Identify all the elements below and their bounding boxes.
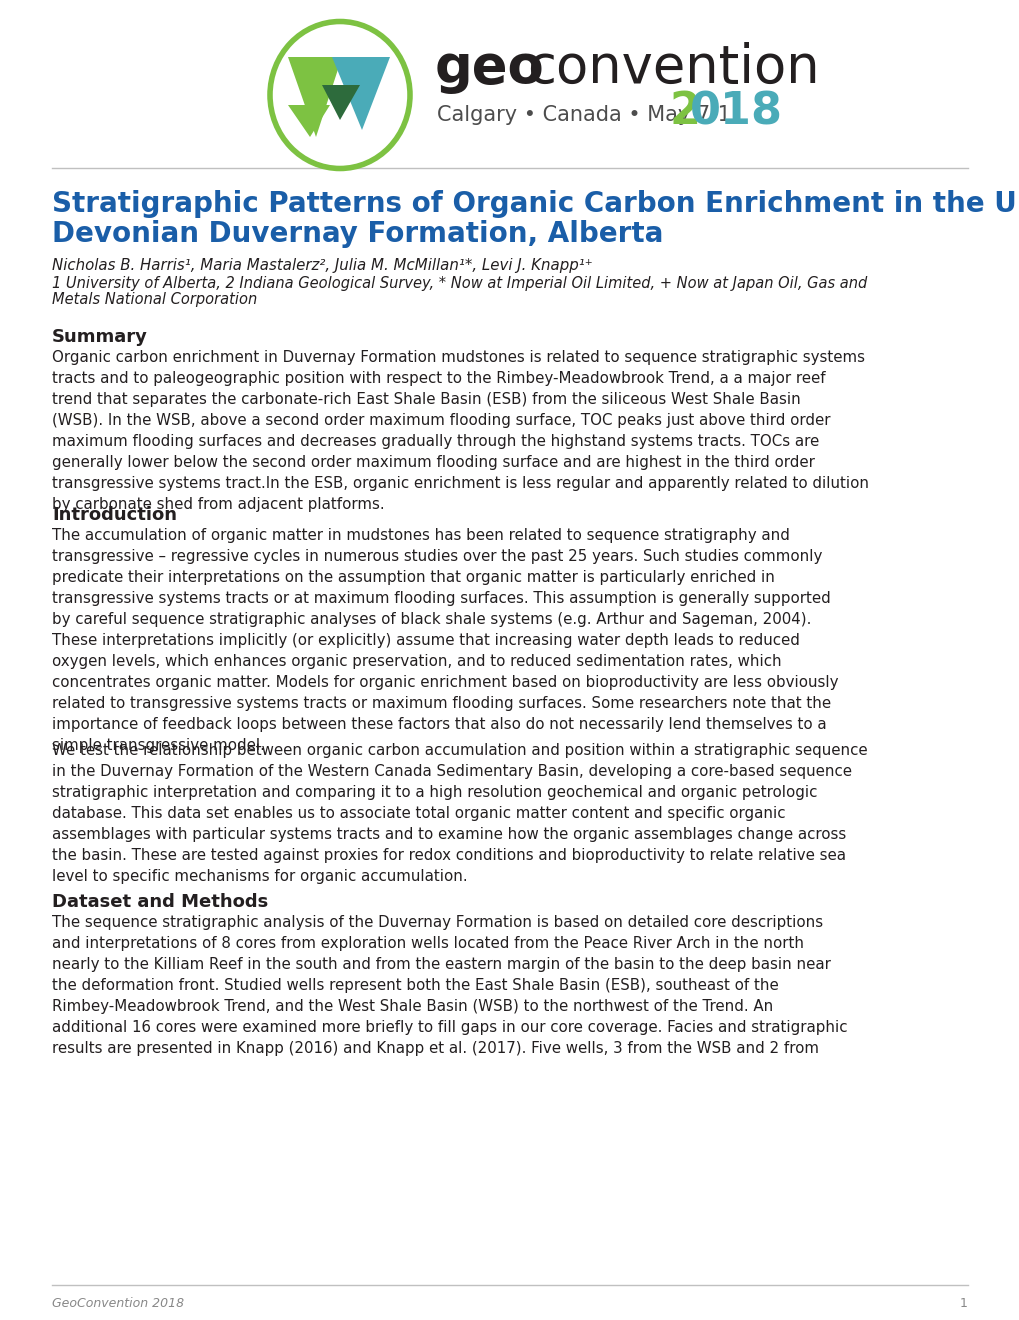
Text: convention: convention	[527, 42, 819, 94]
Polygon shape	[287, 57, 341, 137]
Text: The accumulation of organic matter in mudstones has been related to sequence str: The accumulation of organic matter in mu…	[52, 528, 838, 752]
Text: 018: 018	[689, 91, 783, 133]
Text: geo: geo	[434, 42, 544, 94]
Text: Metals National Corporation: Metals National Corporation	[52, 292, 257, 308]
Text: Dataset and Methods: Dataset and Methods	[52, 894, 268, 911]
Text: 1: 1	[959, 1298, 967, 1309]
Text: 2: 2	[669, 91, 700, 133]
Text: Stratigraphic Patterns of Organic Carbon Enrichment in the Upper: Stratigraphic Patterns of Organic Carbon…	[52, 190, 1019, 218]
Text: 1 University of Alberta, 2 Indiana Geological Survey, * Now at Imperial Oil Limi: 1 University of Alberta, 2 Indiana Geolo…	[52, 276, 866, 290]
Polygon shape	[287, 106, 330, 137]
Text: Calgary • Canada • May 7-11: Calgary • Canada • May 7-11	[436, 106, 744, 125]
Text: Summary: Summary	[52, 327, 148, 346]
Text: Introduction: Introduction	[52, 506, 177, 524]
Text: Devonian Duvernay Formation, Alberta: Devonian Duvernay Formation, Alberta	[52, 220, 662, 248]
Text: We test the relationship between organic carbon accumulation and position within: We test the relationship between organic…	[52, 743, 867, 884]
Text: GeoConvention 2018: GeoConvention 2018	[52, 1298, 184, 1309]
Polygon shape	[322, 84, 360, 120]
Text: The sequence stratigraphic analysis of the Duvernay Formation is based on detail: The sequence stratigraphic analysis of t…	[52, 915, 847, 1056]
Text: Organic carbon enrichment in Duvernay Formation mudstones is related to sequence: Organic carbon enrichment in Duvernay Fo…	[52, 350, 868, 512]
Text: Nicholas B. Harris¹, Maria Mastalerz², Julia M. McMillan¹*, Levi J. Knapp¹⁺: Nicholas B. Harris¹, Maria Mastalerz², J…	[52, 257, 592, 273]
Polygon shape	[331, 57, 389, 129]
